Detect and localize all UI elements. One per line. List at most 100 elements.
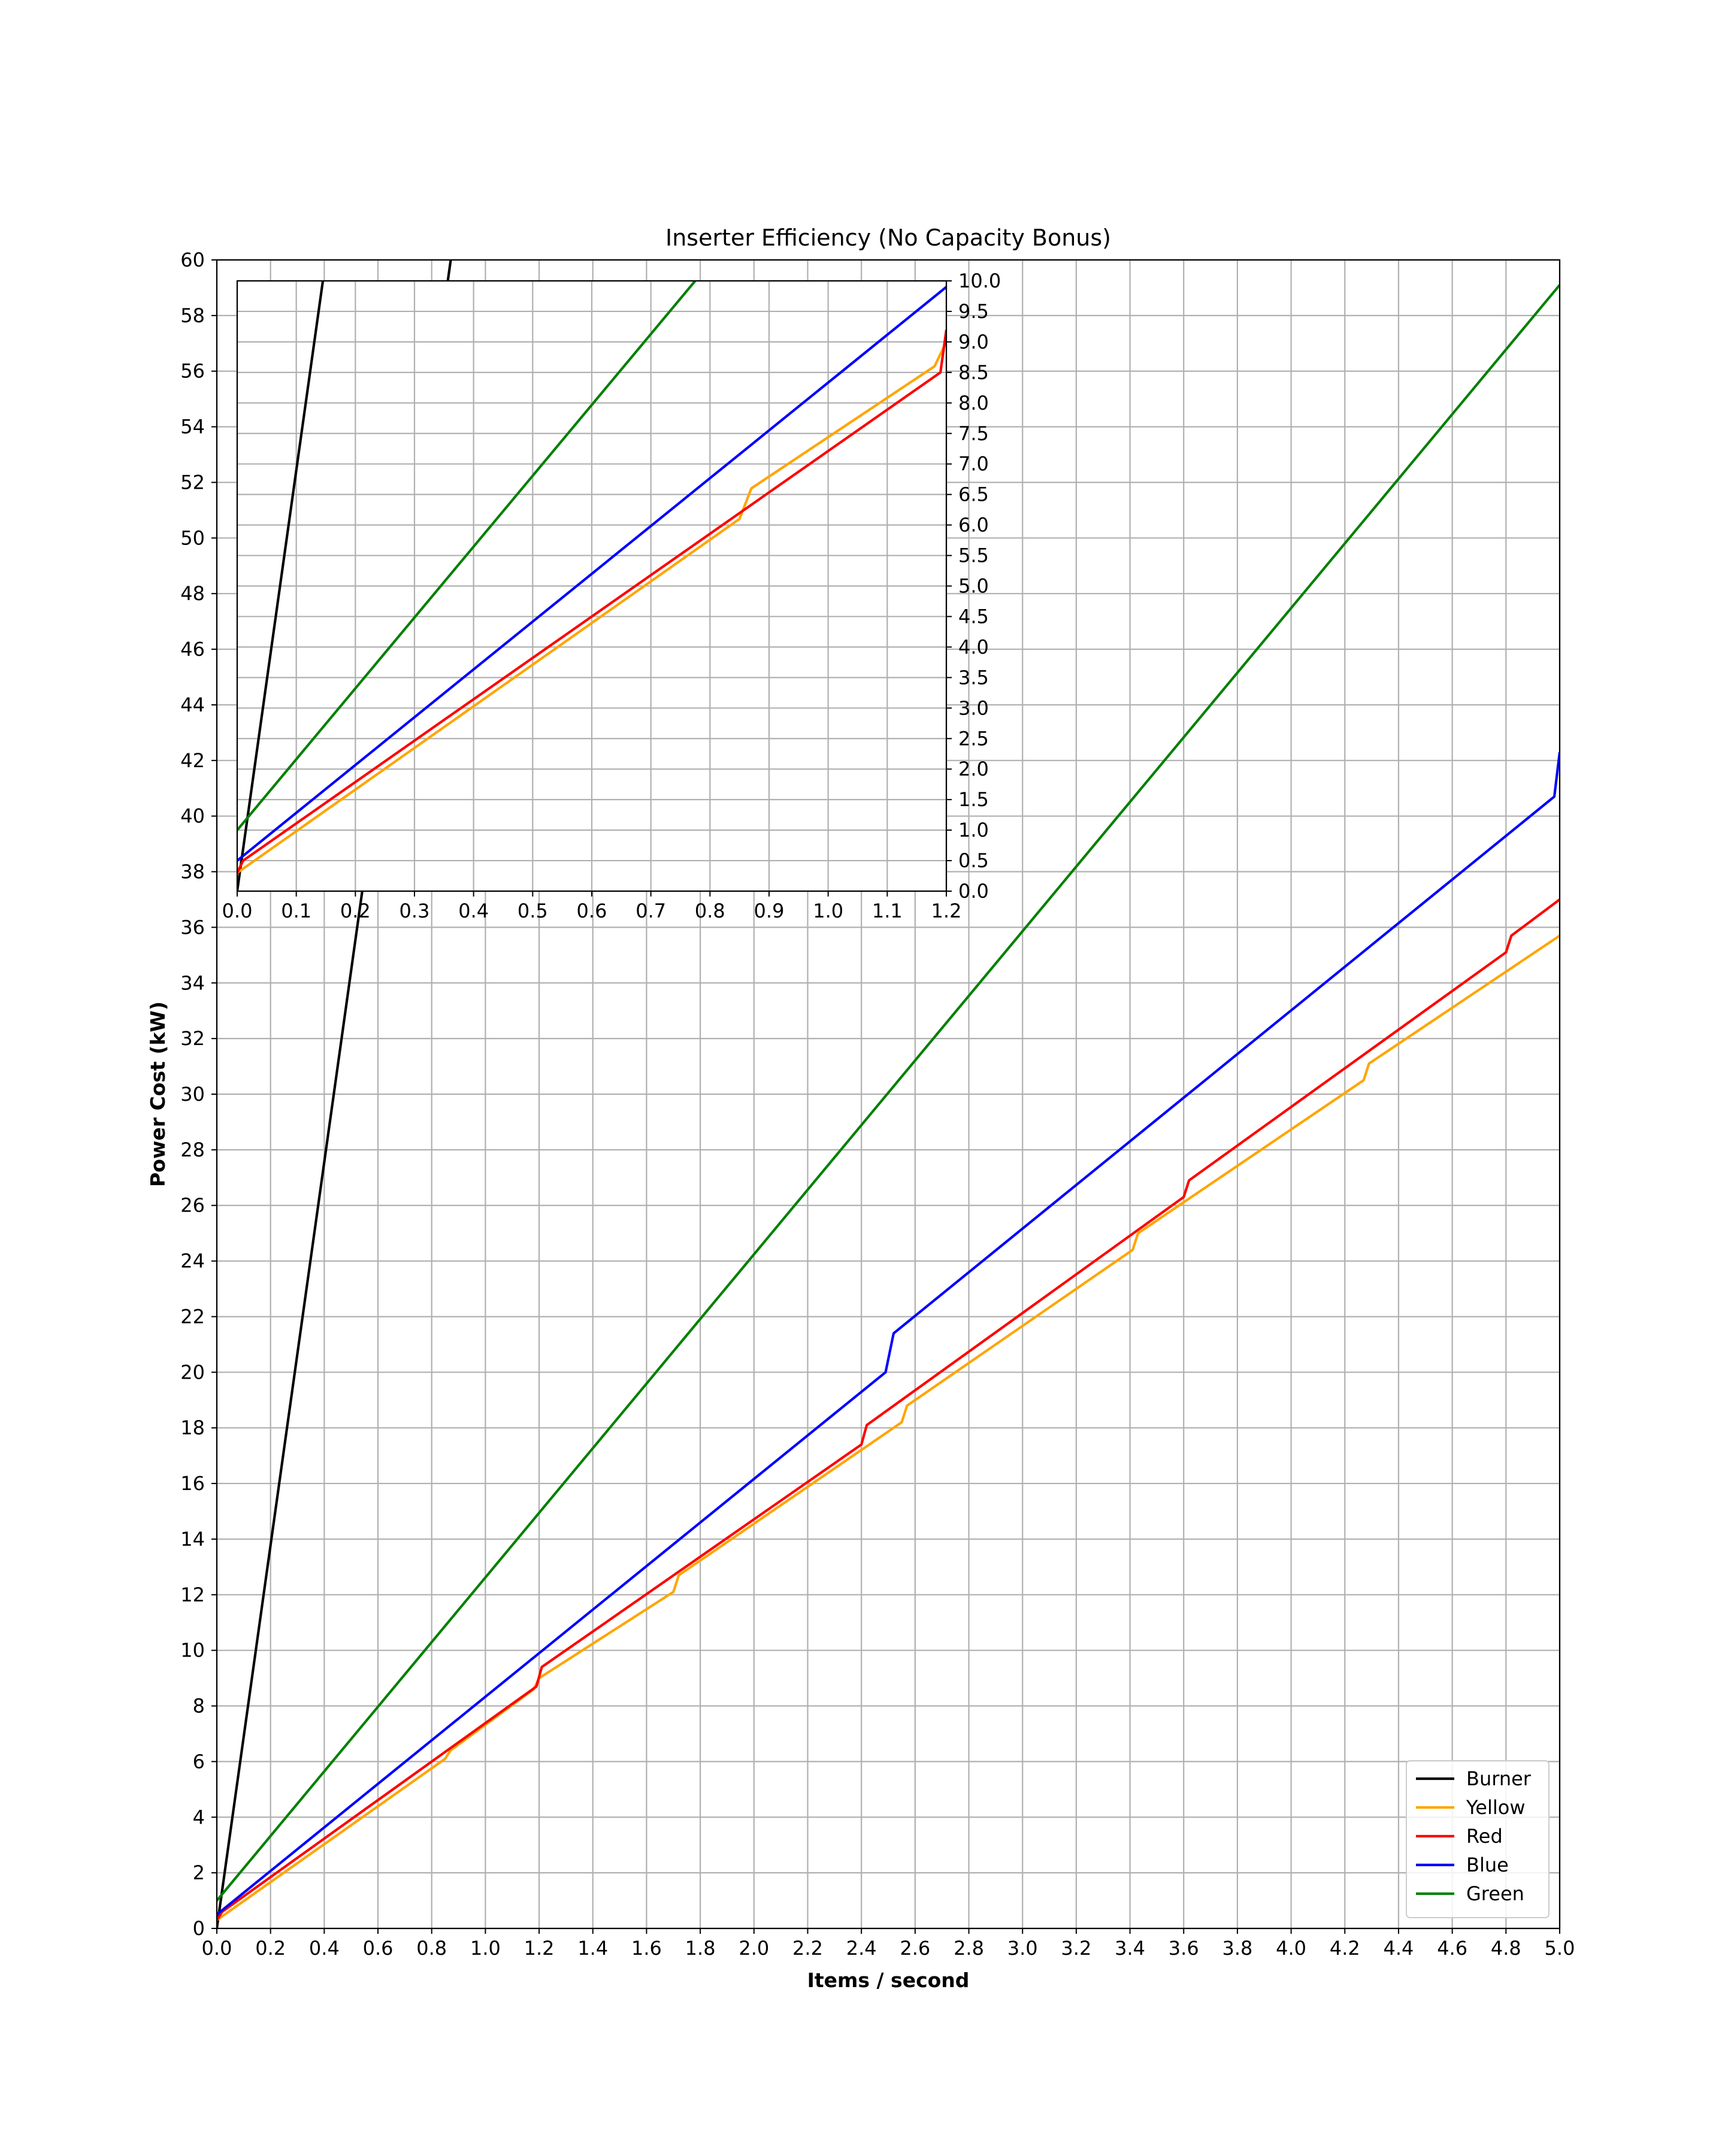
inset-x-tick-label: 0.8 — [695, 900, 725, 922]
main-series-line-red — [217, 898, 1560, 1921]
legend-label-blue: Blue — [1466, 1854, 1509, 1876]
main-y-tick-label: 28 — [180, 1138, 205, 1161]
main-y-tick-label: 16 — [180, 1472, 205, 1495]
main-x-tick-label: 4.4 — [1384, 1937, 1414, 1960]
inset-y-tick-label: 6.5 — [958, 483, 989, 506]
main-x-tick-label: 2.0 — [739, 1937, 769, 1960]
legend-label-yellow: Yellow — [1466, 1796, 1526, 1819]
main-y-tick-label: 18 — [180, 1416, 205, 1439]
main-y-tick-label: 42 — [180, 749, 205, 772]
main-y-tick-label: 20 — [180, 1361, 205, 1383]
inset-y-tick-label: 5.5 — [958, 544, 989, 567]
inset-y-tick-label: 3.5 — [958, 666, 989, 689]
inset-y-tick-label: 2.5 — [958, 727, 989, 750]
main-y-tick-label: 10 — [180, 1639, 205, 1662]
main-ticks: 0.0 0.2 0.4 0.6 0.8 1.0 1.2 1.4 1.6 1.8 2.0 2.2 2.4 2… — [180, 249, 1575, 1960]
main-x-tick-label: 0.0 — [202, 1937, 232, 1960]
main-x-tick-label: 3.2 — [1061, 1937, 1091, 1960]
main-x-tick-label: 0.4 — [309, 1937, 340, 1960]
inset-plot-area: 0.0 0.1 0.2 0.3 0.4 0.5 0.6 0.7 0.8 0.9 1.0 1.1 1.20… — [222, 270, 1001, 922]
inset-x-tick-label: 1.2 — [931, 900, 962, 922]
main-x-tick-label: 4.2 — [1330, 1937, 1360, 1960]
inset-series-group — [237, 281, 946, 891]
main-y-tick-label: 56 — [180, 360, 205, 383]
legend: Burner Yellow Red Blue Green — [1406, 1760, 1550, 1918]
main-x-tick-label: 4.6 — [1437, 1937, 1467, 1960]
inset-x-tick-label: 0.1 — [281, 900, 311, 922]
main-x-tick-label: 2.2 — [792, 1937, 823, 1960]
inset-y-tick-label: 9.5 — [958, 300, 989, 323]
inset-x-tick-label: 0.9 — [754, 900, 785, 922]
inset-ticks: 0.0 0.1 0.2 0.3 0.4 0.5 0.6 0.7 0.8 0.9 1.0 1.1 1.20… — [222, 270, 1001, 922]
inset-series-line-burner — [237, 281, 325, 891]
inset-x-tick-label: 0.0 — [222, 900, 253, 922]
main-y-tick-label: 6 — [193, 1750, 205, 1773]
main-x-tick-label: 5.0 — [1545, 1937, 1575, 1960]
main-y-tick-label: 38 — [180, 861, 205, 883]
main-y-tick-label: 40 — [180, 805, 205, 828]
main-x-tick-label: 1.2 — [524, 1937, 555, 1960]
main-x-tick-label: 2.4 — [846, 1937, 877, 1960]
inset-series-line-yellow — [237, 341, 946, 874]
inset-y-tick-label: 6.0 — [958, 514, 989, 537]
inset-y-tick-label: 8.0 — [958, 392, 989, 414]
main-y-tick-label: 2 — [193, 1861, 205, 1884]
main-y-tick-label: 34 — [180, 971, 205, 994]
inset-y-tick-label: 0.5 — [958, 849, 989, 872]
main-axes-frame — [216, 259, 1561, 1930]
main-x-tick-label: 2.6 — [900, 1937, 930, 1960]
main-x-tick-label: 4.8 — [1491, 1937, 1521, 1960]
main-y-tick-label: 54 — [180, 416, 205, 438]
main-x-tick-label: 3.0 — [1007, 1937, 1038, 1960]
main-x-tick-label: 0.6 — [363, 1937, 394, 1960]
main-y-tick-label: 26 — [180, 1194, 205, 1217]
main-series-line-blue — [217, 752, 1560, 1916]
legend-label-burner: Burner — [1466, 1767, 1532, 1790]
inset-x-tick-label: 1.0 — [813, 900, 843, 922]
main-x-tick-label: 1.6 — [631, 1937, 662, 1960]
inset-x-tick-label: 0.3 — [400, 900, 430, 922]
main-y-tick-label: 52 — [180, 471, 205, 493]
inset-y-tick-label: 8.5 — [958, 361, 989, 384]
main-x-tick-label: 1.0 — [470, 1937, 501, 1960]
chart-title: Inserter Efficiency (No Capacity Bonus) — [665, 225, 1111, 251]
inset-y-tick-label: 1.0 — [958, 819, 989, 841]
inset-x-tick-label: 0.7 — [635, 900, 666, 922]
inset-y-tick-label: 1.5 — [958, 788, 989, 811]
main-y-tick-label: 12 — [180, 1583, 205, 1606]
main-series-line-yellow — [217, 934, 1560, 1921]
x-axis-label: Items / second — [807, 1969, 970, 1992]
main-y-tick-label: 58 — [180, 304, 205, 327]
main-x-tick-label: 1.8 — [685, 1937, 716, 1960]
main-series-line-green — [217, 284, 1560, 1901]
inset-y-tick-label: 9.0 — [958, 331, 989, 353]
inset-grid — [236, 280, 948, 892]
inset-series-line-red — [237, 329, 946, 874]
main-x-tick-label: 0.8 — [416, 1937, 447, 1960]
main-y-tick-label: 60 — [180, 249, 205, 271]
inset-y-tick-label: 4.5 — [958, 605, 989, 628]
inset-axes-frame — [236, 280, 948, 892]
inset-x-tick-label: 1.1 — [872, 900, 903, 922]
inset-y-tick-label: 5.0 — [958, 575, 989, 598]
y-axis-label: Power Cost (kW) — [146, 1001, 170, 1187]
inset-y-tick-label: 4.0 — [958, 635, 989, 658]
legend-frame — [1406, 1760, 1550, 1918]
inset-y-tick-label: 3.0 — [958, 697, 989, 719]
main-y-tick-label: 44 — [180, 694, 205, 716]
main-y-tick-label: 30 — [180, 1083, 205, 1106]
main-y-tick-label: 8 — [193, 1695, 205, 1718]
legend-label-green: Green — [1466, 1882, 1524, 1905]
inset-x-tick-label: 0.4 — [458, 900, 489, 922]
inset-series-line-blue — [237, 286, 946, 862]
main-y-tick-label: 32 — [180, 1027, 205, 1050]
legend-label-red: Red — [1466, 1825, 1503, 1848]
inset-x-tick-label: 0.6 — [577, 900, 607, 922]
main-y-tick-label: 46 — [180, 638, 205, 661]
main-x-tick-label: 3.8 — [1222, 1937, 1252, 1960]
main-y-tick-label: 4 — [193, 1806, 205, 1828]
main-y-tick-label: 50 — [180, 526, 205, 549]
main-x-tick-label: 4.0 — [1276, 1937, 1306, 1960]
inset-x-tick-label: 0.2 — [340, 900, 371, 922]
